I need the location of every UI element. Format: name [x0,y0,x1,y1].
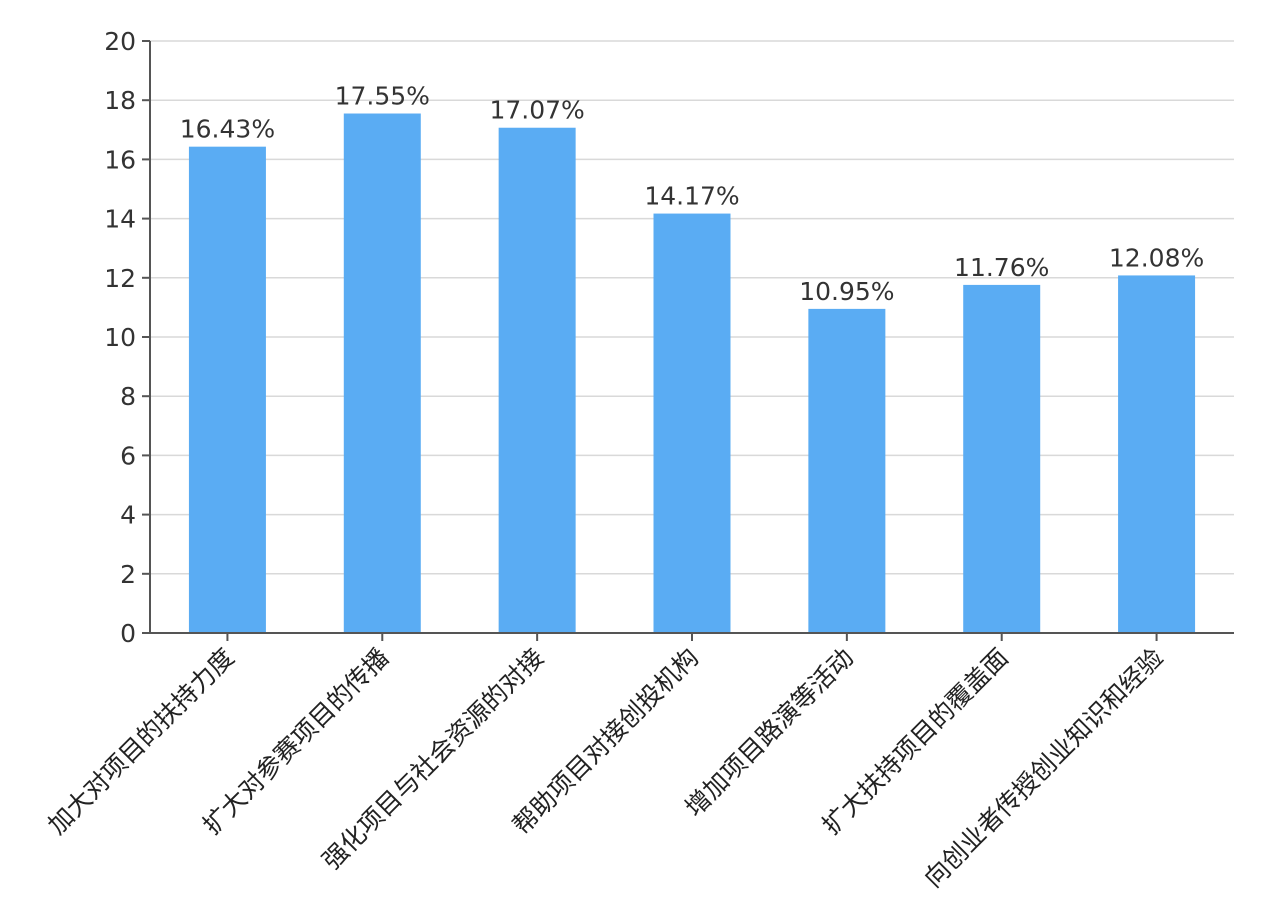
bar [188,146,266,633]
axes [142,40,1234,641]
y-tick-label: 0 [120,619,136,648]
y-tick-label: 8 [120,382,136,411]
bar [1118,275,1196,633]
data-label: 14.17% [644,182,739,211]
bar [343,113,421,633]
data-label: 12.08% [1109,243,1204,272]
y-tick-label: 14 [104,205,136,234]
x-tick-label: 增加项目路演等活动 [679,643,859,823]
data-label: 10.95% [799,277,894,306]
bar [808,308,886,633]
y-tick-label: 16 [104,145,136,174]
bar [498,127,576,633]
data-label: 17.55% [335,82,430,111]
data-label: 11.76% [954,253,1049,282]
bar [653,213,731,633]
data-label: 17.07% [489,96,584,125]
y-tick-label: 6 [120,441,136,470]
data-label: 16.43% [180,115,275,144]
y-tick-label: 2 [120,560,136,589]
y-tick-label: 20 [104,27,136,56]
y-tick-label: 10 [104,323,136,352]
bar [963,284,1041,633]
y-tick-label: 18 [104,86,136,115]
y-tick-label: 4 [120,501,136,530]
y-tick-label: 12 [104,264,136,293]
bars [188,113,1196,633]
